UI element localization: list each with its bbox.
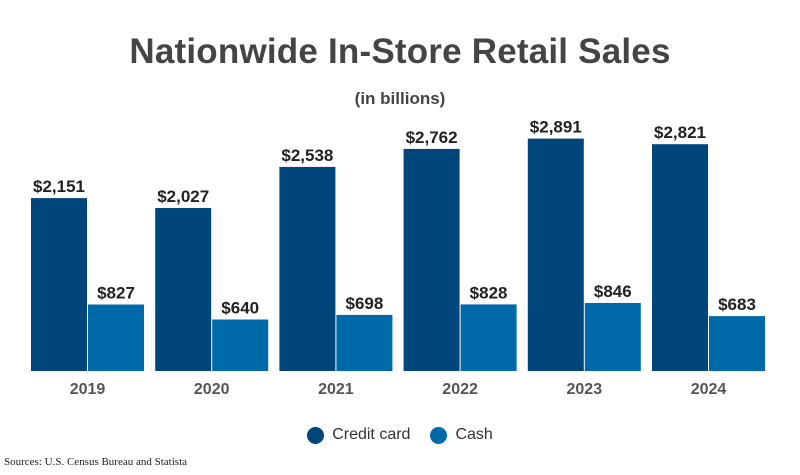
x-tick-label-2023: 2023 [567,381,603,398]
legend-label-cash: Cash [455,426,493,443]
bar-value-cash-2024: $683 [718,295,756,314]
bar-value-cash-2019: $827 [97,284,135,303]
bar-cash-2019 [88,304,144,371]
x-tick-label-2019: 2019 [70,381,106,398]
x-tick-label-2020: 2020 [194,381,230,398]
legend-swatch-credit-card [307,426,325,444]
chart-subtitle: (in billions) [354,89,446,108]
bar-value-credit-card-2023: $2,891 [530,118,582,137]
bar-cash-2024 [709,316,765,371]
legend-item-credit-card: Credit card [307,426,410,444]
bar-value-credit-card-2020: $2,027 [157,187,209,206]
bar-credit-card-2022 [403,148,460,371]
bar-value-cash-2021: $698 [345,294,383,313]
bar-credit-card-2023 [527,138,584,371]
bar-value-credit-card-2019: $2,151 [33,177,85,196]
x-tick-label-2021: 2021 [318,381,354,398]
bar-cash-2023 [584,303,641,371]
bar-credit-card-2024 [652,144,708,371]
labels-layer: $2,151 $827 $2,027 $640 $2,538 $698 $2,762 $828… [33,118,756,318]
bar-cash-2022 [460,304,517,371]
bar-cash-2020 [212,319,269,371]
x-tick-label-2024: 2024 [691,381,727,398]
bar-value-cash-2022: $828 [470,283,508,302]
legend: Credit card Cash [0,426,800,444]
legend-swatch-cash [430,426,448,444]
bar-value-credit-card-2024: $2,821 [654,123,706,142]
bar-value-credit-card-2022: $2,762 [406,128,458,147]
bar-credit-card-2020 [155,208,212,371]
x-axis-ticks: 2019 2020 2021 2022 2023 2024 [70,381,727,398]
bar-value-credit-card-2021: $2,538 [281,146,333,165]
bars-layer [31,138,765,371]
chart-title: Nationwide In-Store Retail Sales [129,32,671,71]
source-note: Sources: U.S. Census Bureau and Statista [4,456,188,468]
bar-credit-card-2021 [279,166,336,371]
legend-label-credit-card: Credit card [332,426,411,443]
bar-cash-2021 [336,314,393,371]
bar-value-cash-2020: $640 [221,299,259,318]
legend-item-cash: Cash [430,426,493,444]
bar-credit-card-2019 [31,198,87,371]
x-tick-label-2022: 2022 [442,381,478,398]
bar-value-cash-2023: $846 [594,282,632,301]
